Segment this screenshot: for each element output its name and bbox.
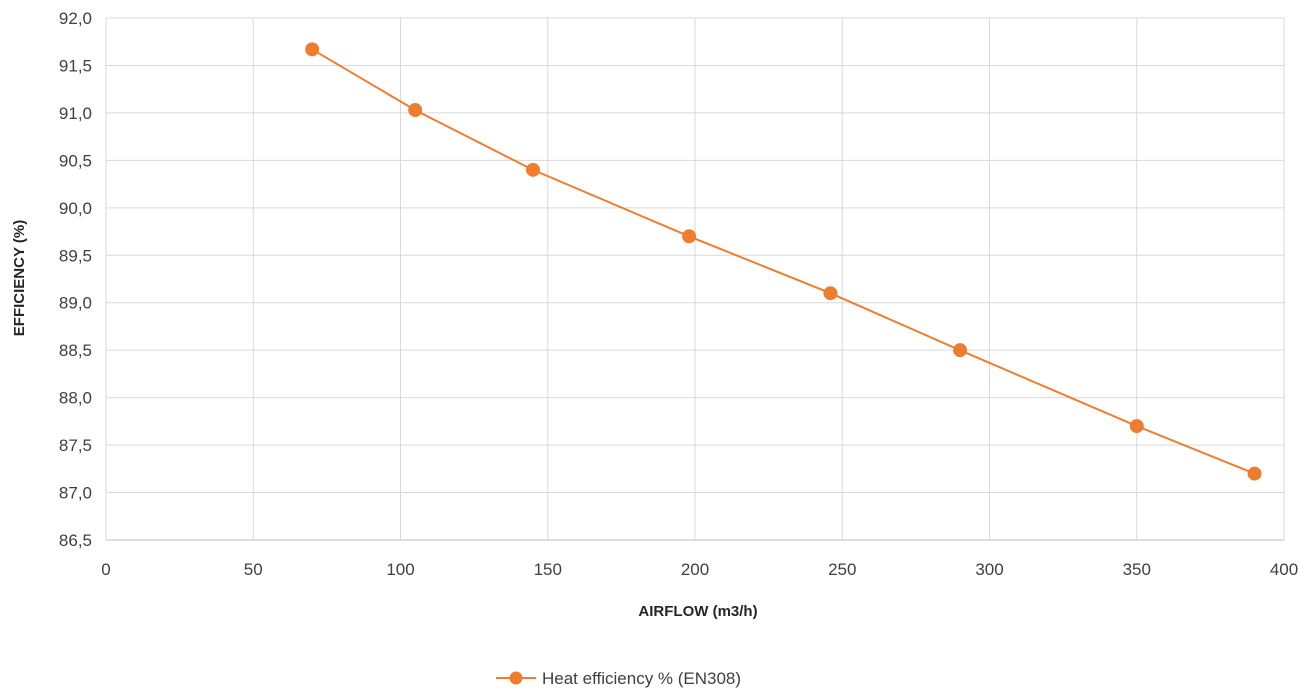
x-tick-label: 350	[1123, 560, 1151, 579]
x-tick-label: 200	[681, 560, 709, 579]
y-tick-label: 86,5	[59, 531, 92, 550]
x-tick-label: 150	[534, 560, 562, 579]
data-point	[823, 286, 838, 301]
x-tick-label: 250	[828, 560, 856, 579]
data-point	[682, 229, 697, 244]
y-tick-label: 87,0	[59, 484, 92, 503]
y-tick-label: 90,0	[59, 199, 92, 218]
y-tick-label: 89,5	[59, 246, 92, 265]
x-tick-label: 50	[244, 560, 263, 579]
series-line	[311, 48, 1255, 475]
x-axis-title: AIRFLOW (m3/h)	[638, 603, 757, 620]
data-point	[1247, 466, 1262, 481]
data-point	[526, 162, 541, 177]
y-tick-label: 91,5	[59, 56, 92, 75]
y-tick-label: 88,5	[59, 341, 92, 360]
x-tick-label: 400	[1270, 560, 1298, 579]
y-tick-label: 87,5	[59, 436, 92, 455]
x-axis-ticks: 0 50 100 150 200 250 300 350 400	[101, 560, 1298, 579]
legend-marker-swatch	[509, 671, 523, 685]
data-point	[305, 42, 320, 57]
y-axis-ticks: 86,5 87,0 87,5 88,0 88,5 89,0 89,5 90,0 90,5 91,0…	[59, 9, 92, 550]
y-tick-label: 92,0	[59, 9, 92, 28]
legend: Heat efficiency % (EN308)	[496, 669, 741, 688]
series-group	[305, 42, 1262, 481]
y-tick-label: 91,0	[59, 104, 92, 123]
x-tick-label: 300	[975, 560, 1003, 579]
data-point	[953, 343, 968, 358]
legend-label: Heat efficiency % (EN308)	[542, 669, 741, 688]
y-tick-label: 88,0	[59, 389, 92, 408]
y-axis-title: EFFICIENCY (%)	[11, 220, 28, 336]
grid-lines	[105, 17, 1285, 541]
data-point	[1129, 419, 1144, 434]
y-tick-label: 90,5	[59, 151, 92, 170]
y-tick-label: 89,0	[59, 294, 92, 313]
data-point	[408, 103, 423, 118]
x-tick-label: 100	[386, 560, 414, 579]
x-tick-label: 0	[101, 560, 110, 579]
